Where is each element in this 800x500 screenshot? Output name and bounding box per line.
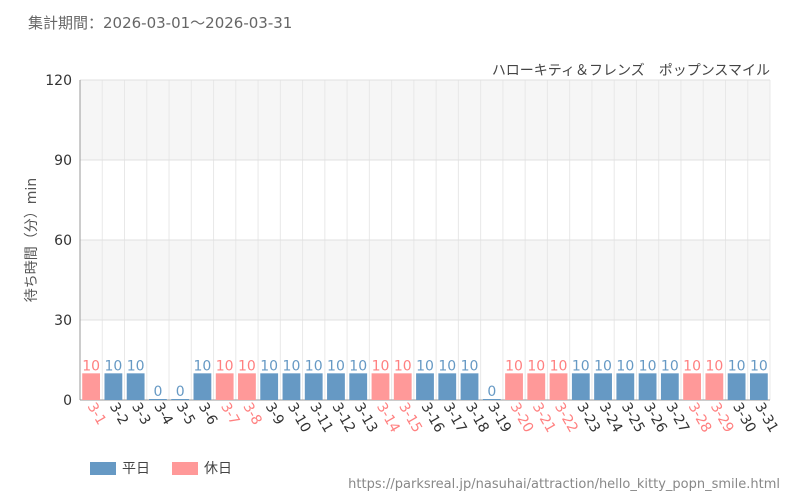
data-label: 10 [104,358,122,374]
plot-band [80,240,770,320]
bar [749,373,768,400]
bar [727,373,746,400]
bar [416,373,434,400]
bar [505,373,523,400]
legend: 平日 休日 [90,458,254,478]
data-label: 10 [216,358,234,374]
bar [660,373,679,400]
x-tick-label: 3-7 [217,400,242,428]
data-label: 10 [594,358,612,374]
bar [349,373,368,400]
bar [82,373,101,400]
data-label: 10 [661,358,679,374]
bar [594,373,612,400]
data-label: 10 [705,358,723,374]
bar [282,373,301,400]
legend-item-weekday: 平日 [90,458,150,478]
data-label: 0 [176,384,185,400]
y-tick-label: 120 [45,73,72,89]
plot-band [80,80,770,160]
data-label: 10 [438,358,456,374]
legend-label-weekday: 平日 [122,461,150,477]
data-label: 10 [349,358,367,374]
data-label: 10 [616,358,634,374]
data-label: 10 [683,358,701,374]
bar [527,373,546,400]
legend-item-holiday: 休日 [172,458,232,478]
bar [438,373,457,400]
bar [260,373,279,400]
plot-band [80,160,770,240]
data-label: 10 [327,358,345,374]
bar [549,373,568,400]
x-tick-label: 3-3 [128,400,153,428]
data-label: 10 [127,358,145,374]
chart-subtitle: ハローキティ＆フレンズ ポップンスマイル [491,63,770,79]
bar [371,373,390,400]
data-label: 10 [572,358,590,374]
period-label: 集計期間：2026-03-01～2026-03-31 [28,14,293,32]
legend-label-holiday: 休日 [204,461,232,477]
bar [104,373,123,400]
bar [238,373,256,400]
bar [705,373,724,400]
data-label: 10 [527,358,545,374]
data-label: 0 [153,384,162,400]
y-tick-label: 60 [54,233,72,249]
data-label: 10 [82,358,100,374]
x-tick-label: 3-6 [195,400,220,428]
bar [327,373,345,400]
bar [683,373,701,400]
bar [149,399,167,400]
legend-swatch-holiday [172,461,198,475]
data-label: 10 [750,358,768,374]
data-label: 10 [550,358,568,374]
bar [215,373,234,400]
y-tick-label: 30 [54,313,72,329]
y-tick-label: 0 [63,393,72,409]
data-label: 10 [372,358,390,374]
x-tick-label: 3-31 [751,400,781,436]
data-label: 10 [283,358,301,374]
bar [193,373,212,400]
data-label: 10 [394,358,412,374]
x-tick-label: 3-9 [262,400,287,428]
x-tick-label: 3-5 [173,400,198,428]
data-label: 10 [461,358,479,374]
y-axis-label: 待ち時間（分）min [24,178,40,302]
x-tick-label: 3-1 [84,400,109,428]
y-tick-label: 90 [54,153,72,169]
data-label: 10 [505,358,523,374]
data-label: 10 [416,358,434,374]
data-label: 10 [305,358,323,374]
bar [304,373,323,400]
source-url: https://parksreal.jp/nasuhai/attraction/… [348,477,780,492]
bar [482,399,501,400]
bar [571,373,590,400]
bar [616,373,635,400]
bar [393,373,412,400]
bar [126,373,145,400]
x-tick-label: 3-2 [106,400,131,428]
x-tick-label: 3-4 [150,400,175,428]
bar [171,399,190,400]
data-label: 10 [194,358,212,374]
legend-swatch-weekday [90,461,116,475]
x-tick-label: 3-8 [239,400,264,428]
bar [638,373,657,400]
data-label: 0 [487,384,496,400]
data-label: 10 [260,358,278,374]
data-label: 10 [238,358,256,374]
bar [460,373,479,400]
data-label: 10 [728,358,746,374]
data-label: 10 [639,358,657,374]
